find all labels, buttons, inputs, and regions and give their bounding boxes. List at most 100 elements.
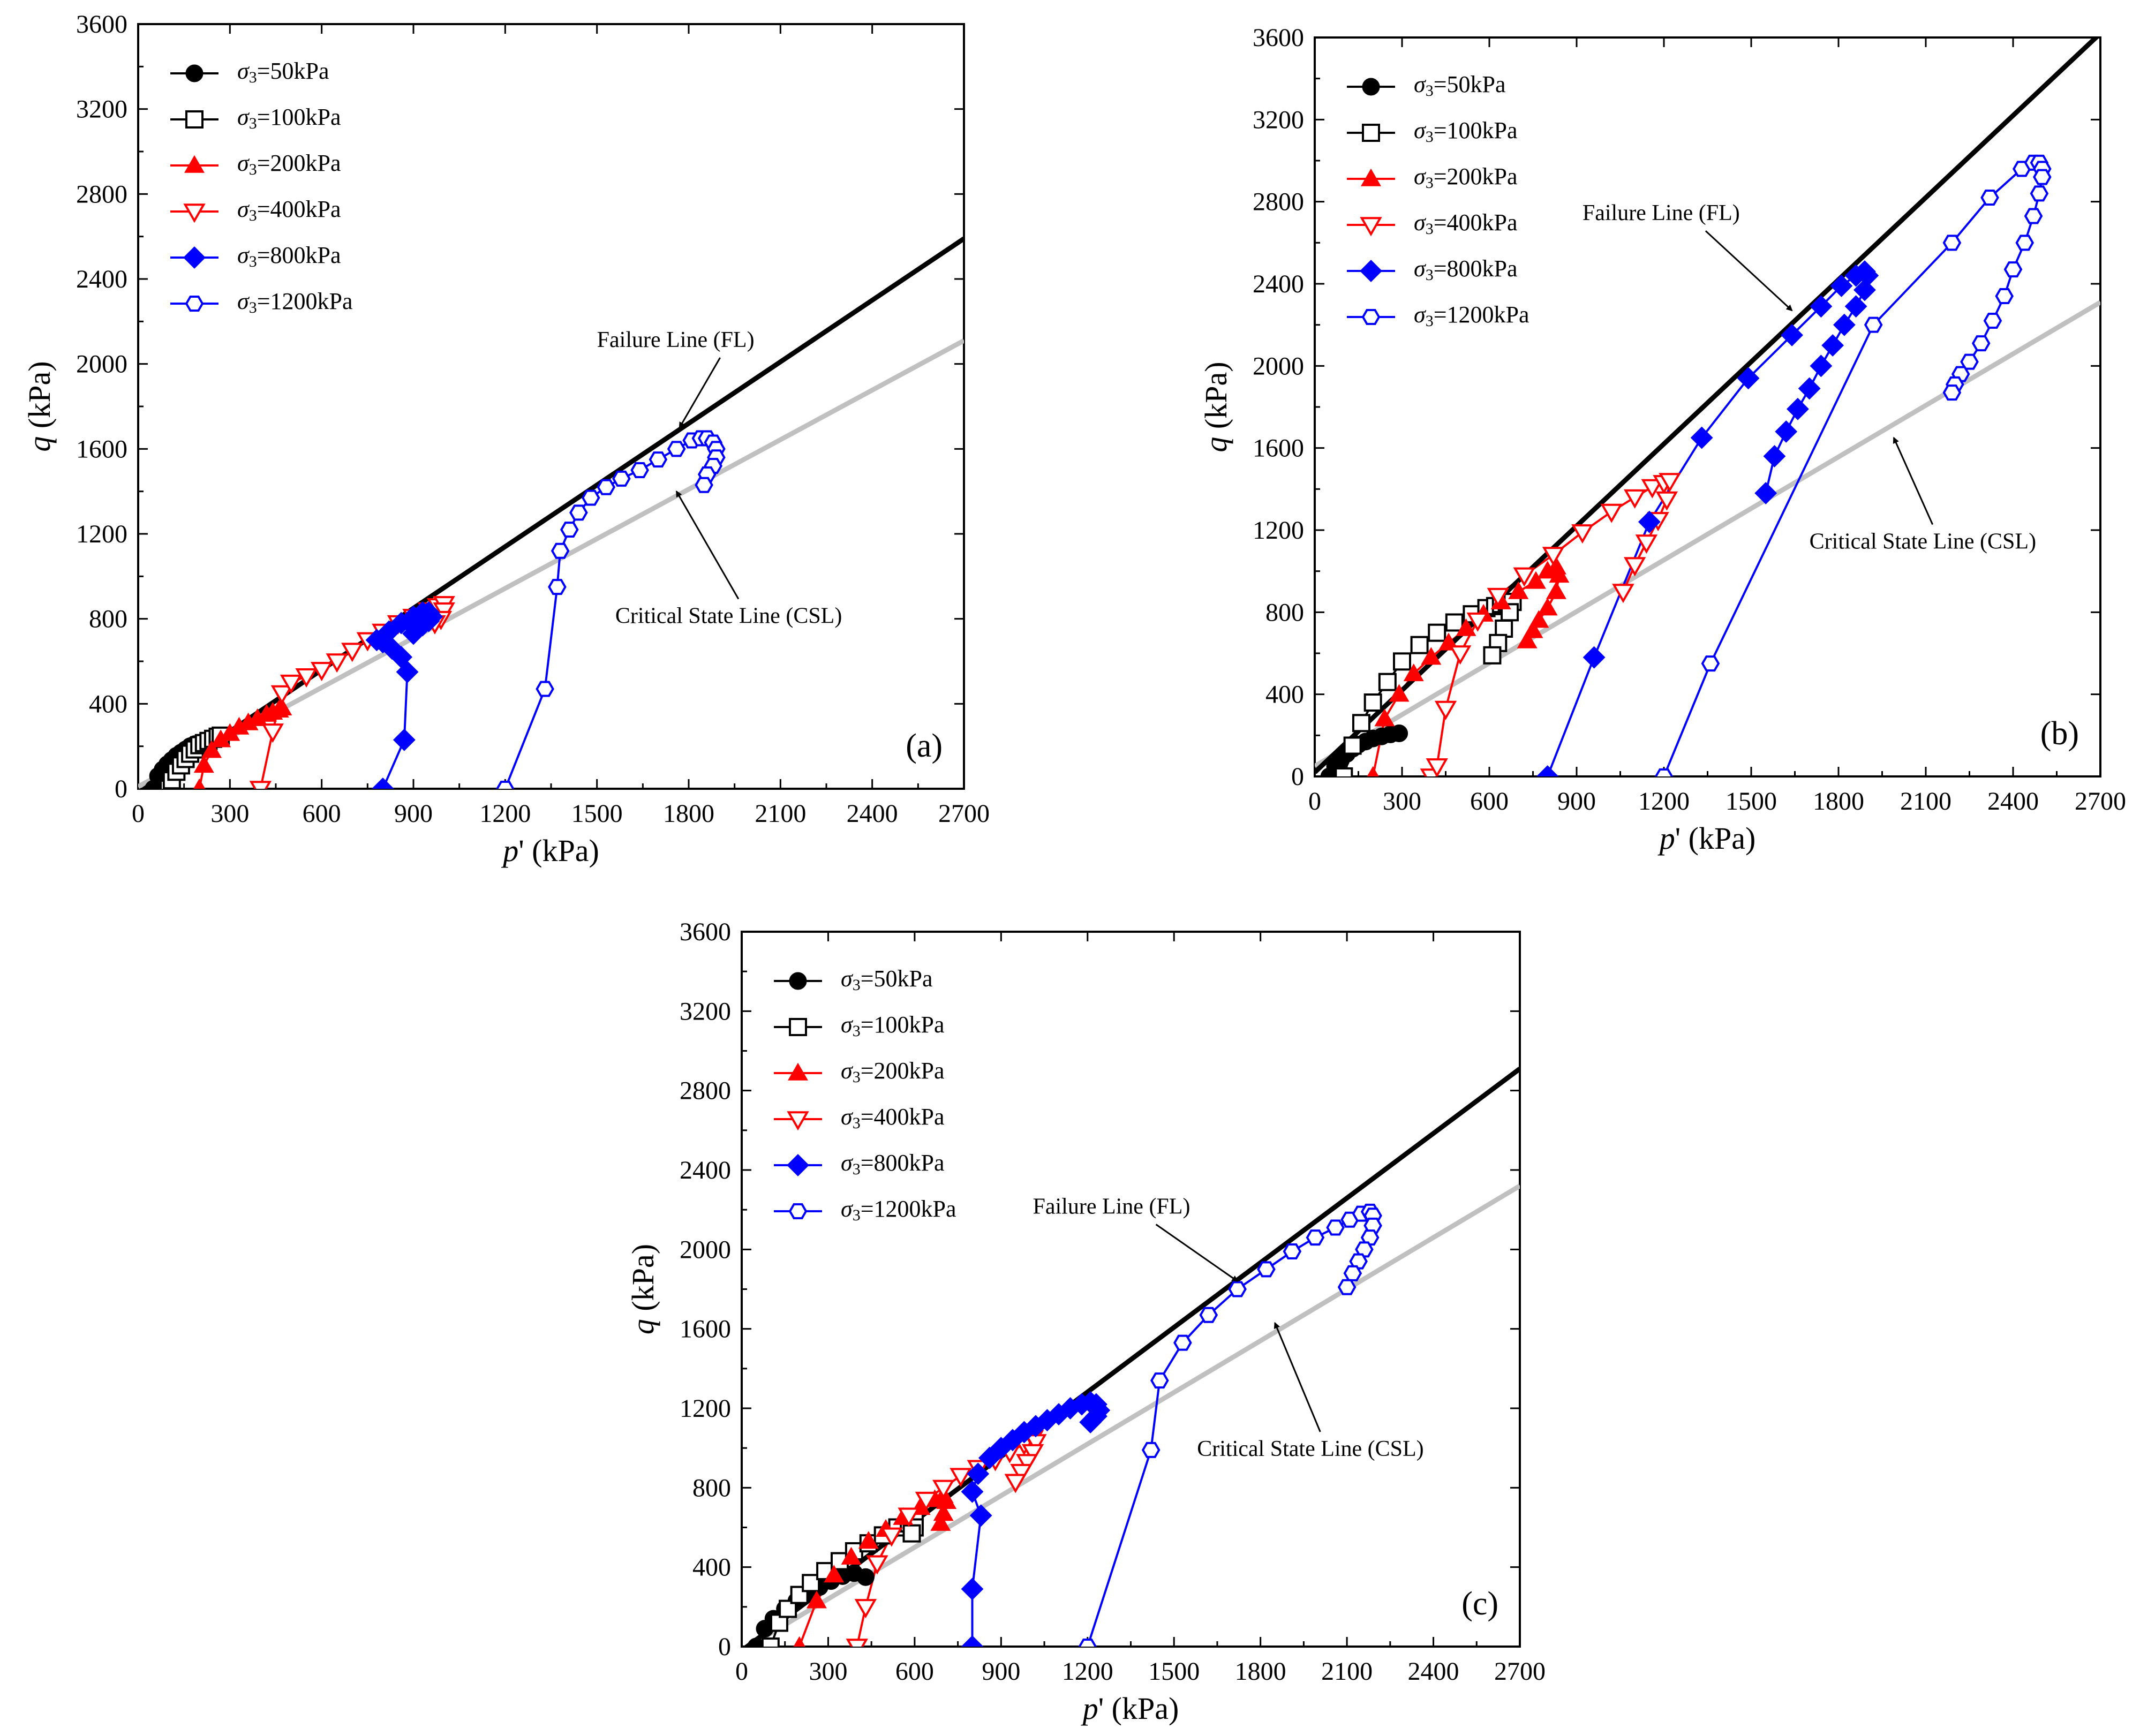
data-point xyxy=(1655,491,1678,511)
legend-marker xyxy=(1360,260,1382,282)
x-tick-label: 2700 xyxy=(938,799,990,828)
data-point xyxy=(793,1636,805,1647)
annotation-arrow xyxy=(679,357,721,429)
legend-marker xyxy=(185,296,204,312)
data-point xyxy=(790,1586,809,1604)
data-point xyxy=(1010,1463,1033,1483)
data-point xyxy=(880,1527,903,1547)
data-point xyxy=(1378,673,1397,691)
data-point xyxy=(1363,693,1382,712)
annotation-arrow xyxy=(675,490,740,600)
data-point xyxy=(1016,1454,1038,1474)
x-tick-label: 300 xyxy=(1383,787,1421,816)
x-tick-label: 1200 xyxy=(1638,787,1690,816)
data-point xyxy=(1349,1253,1368,1270)
data-point xyxy=(961,1635,984,1647)
plot-area xyxy=(743,1067,1520,1647)
y-tick-label: 400 xyxy=(89,690,127,718)
data-point xyxy=(961,1480,984,1503)
legend-label: σ3=50kPa xyxy=(1414,71,1506,100)
data-point xyxy=(1352,714,1370,733)
annotation-arrow xyxy=(1155,1224,1239,1282)
series-line xyxy=(1372,565,1561,776)
data-point xyxy=(1612,584,1634,603)
legend-marker xyxy=(787,1111,809,1131)
x-tick-label: 2400 xyxy=(847,799,898,828)
legend-label: σ3=100kPa xyxy=(1414,117,1518,146)
legend-marker xyxy=(789,972,807,990)
data-point xyxy=(1428,623,1446,642)
data-point xyxy=(1542,547,1565,567)
legend-marker xyxy=(183,203,206,223)
data-point xyxy=(1638,510,1661,533)
y-tick-label: 2400 xyxy=(1253,270,1304,298)
legend-label: σ3=800kPa xyxy=(237,242,341,270)
critical-state-line xyxy=(1315,300,2100,768)
data-point xyxy=(1701,655,1720,672)
data-point xyxy=(866,1555,888,1575)
legend-marker xyxy=(1362,78,1380,96)
panel-label: (c) xyxy=(1461,1586,1498,1622)
y-axis-title: q (kPa) xyxy=(22,361,57,451)
y-tick-label: 3600 xyxy=(76,10,127,39)
legend-marker xyxy=(787,1154,809,1176)
data-point xyxy=(1571,524,1594,544)
panel-a: 0 300 600 900 1200 1500 1800 2100 2400 2700 0 400 80… xyxy=(22,10,990,868)
annotation-arrow xyxy=(1893,436,1934,525)
legend-label: σ3=200kPa xyxy=(1414,163,1518,192)
data-point xyxy=(1335,767,1353,776)
x-tick-label: 0 xyxy=(735,1657,748,1686)
legend-label: σ3=800kPa xyxy=(841,1150,945,1178)
data-point xyxy=(1355,1241,1374,1258)
y-tick-label: 1600 xyxy=(680,1315,731,1343)
data-point xyxy=(1326,1219,1345,1236)
data-point xyxy=(261,723,284,743)
data-point xyxy=(1367,766,1379,776)
data-point xyxy=(310,662,333,682)
data-point xyxy=(597,479,616,495)
panel-c: 0 300 600 900 1200 1500 1800 2100 2400 2700 0 400 80… xyxy=(626,918,1546,1726)
x-axis-title: p' (kPa) xyxy=(501,833,599,868)
y-tick-label: 1200 xyxy=(680,1394,731,1423)
data-point xyxy=(898,1507,920,1527)
data-point xyxy=(1199,1307,1218,1323)
x-tick-label: 1800 xyxy=(1813,787,1864,816)
x-tick-label: 1500 xyxy=(571,799,623,828)
x-tick-label: 2100 xyxy=(1900,787,1951,816)
data-point xyxy=(1659,473,1681,493)
legend-marker xyxy=(788,1203,808,1219)
x-tick-label: 1800 xyxy=(663,799,714,828)
data-point xyxy=(667,441,686,457)
legend-marker xyxy=(1362,124,1380,142)
y-tick-label: 2000 xyxy=(76,350,127,379)
legend-marker xyxy=(789,1018,807,1036)
x-tick-label: 600 xyxy=(303,799,341,828)
panel-label: (a) xyxy=(906,728,943,764)
y-tick-label: 2000 xyxy=(680,1235,731,1264)
data-point xyxy=(551,542,570,559)
data-point xyxy=(1483,646,1502,665)
data-point xyxy=(915,1491,938,1511)
data-point xyxy=(496,781,515,789)
legend-marker xyxy=(788,1062,808,1081)
y-tick-label: 800 xyxy=(692,1474,731,1502)
data-point xyxy=(1390,724,1408,742)
annotation-label: Critical State Line (CSL) xyxy=(615,604,842,629)
x-tick-label: 1200 xyxy=(1062,1657,1113,1686)
x-tick-label: 900 xyxy=(394,799,433,828)
data-point xyxy=(1426,758,1448,776)
plot-area xyxy=(138,236,964,789)
data-point xyxy=(649,451,668,468)
legend-label: σ3=400kPa xyxy=(1414,209,1518,238)
data-point xyxy=(270,685,293,705)
data-point xyxy=(967,1462,990,1485)
data-point xyxy=(548,579,567,595)
x-tick-label: 900 xyxy=(1557,787,1596,816)
plot-area xyxy=(1315,37,2100,776)
data-point xyxy=(326,653,348,673)
data-point xyxy=(961,1578,984,1601)
data-point xyxy=(402,622,425,645)
data-point xyxy=(1853,278,1876,301)
y-tick-label: 3200 xyxy=(1253,105,1304,134)
data-point xyxy=(280,674,303,694)
